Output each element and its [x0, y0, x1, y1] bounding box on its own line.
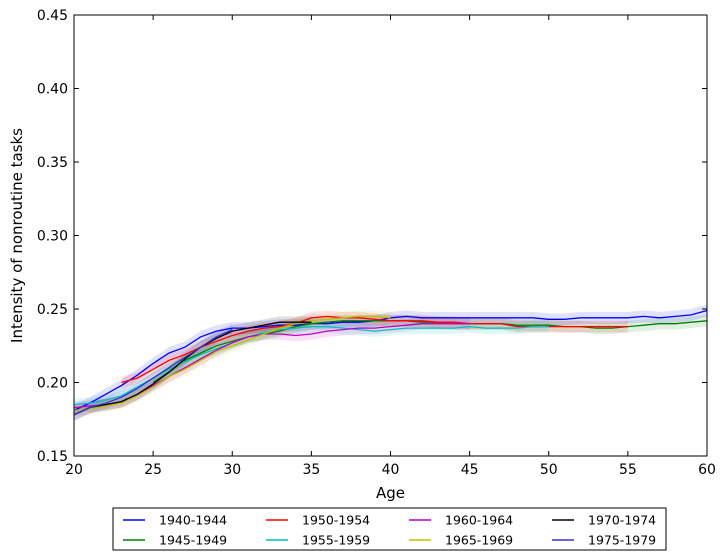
legend-label: 1960-1964: [445, 513, 513, 528]
legend-label: 1965-1969: [445, 533, 513, 548]
y-axis-label: Intensity of nonroutine tasks: [8, 128, 26, 343]
legend-label: 1970-1974: [588, 513, 656, 528]
x-tick-label: 25: [144, 462, 162, 478]
y-tick-label: 0.40: [37, 82, 68, 98]
y-tick-label: 0.30: [37, 229, 68, 245]
x-tick-label: 35: [302, 462, 320, 478]
legend: 1940-1944 1945-1949 1950-1954 1955-1959 1960…: [113, 508, 666, 550]
x-tick-label: 50: [540, 462, 558, 478]
y-tick-label: 0.20: [37, 376, 68, 392]
x-axis-ticks: 20 25 30 35 40 45 50 55 60: [65, 15, 716, 478]
x-tick-label: 45: [461, 462, 479, 478]
y-tick-label: 0.35: [37, 155, 68, 171]
x-tick-label: 60: [698, 462, 716, 478]
x-tick-label: 30: [223, 462, 241, 478]
plot-frame: [74, 15, 707, 456]
y-tick-label: 0.15: [37, 449, 68, 465]
x-tick-label: 55: [619, 462, 637, 478]
legend-label: 1945-1949: [159, 533, 227, 548]
confidence-bands: [74, 305, 707, 421]
legend-label: 1940-1944: [159, 513, 227, 528]
legend-label: 1955-1959: [302, 533, 370, 548]
y-tick-label: 0.25: [37, 302, 68, 318]
x-tick-label: 40: [382, 462, 400, 478]
y-tick-label: 0.45: [37, 8, 68, 24]
x-axis-label: Age: [376, 484, 405, 502]
legend-label: 1975-1979: [588, 533, 656, 548]
legend-label: 1950-1954: [302, 513, 370, 528]
